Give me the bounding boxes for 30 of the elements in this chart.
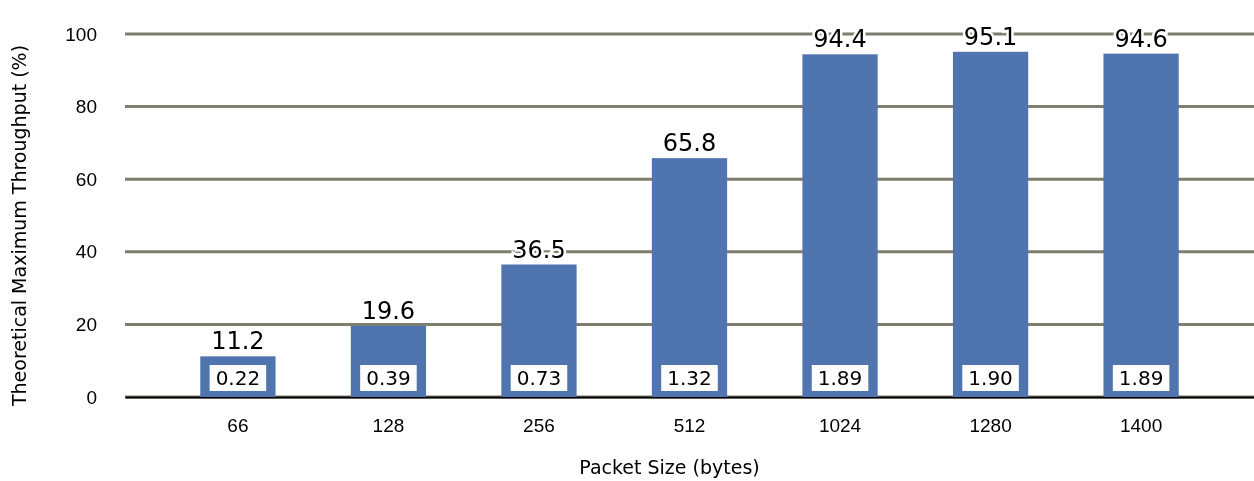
- x-axis-title: Packet Size (bytes): [579, 456, 760, 478]
- y-tick-label: 80: [75, 96, 97, 118]
- x-tick-label: 1024: [818, 415, 862, 437]
- data-label: 11.2: [211, 327, 265, 356]
- bar: [952, 51, 1029, 397]
- data-label: 19.6: [361, 296, 416, 325]
- annotation: 0.22: [215, 366, 261, 390]
- bar: [501, 264, 577, 397]
- y-tick-label: 40: [75, 241, 97, 263]
- annotation: 1.32: [667, 366, 712, 390]
- x-tick-label: 512: [673, 415, 706, 437]
- y-tick-label: 20: [75, 313, 97, 335]
- x-tick-label: 128: [372, 415, 405, 437]
- data-label: 65.8: [662, 129, 717, 158]
- annotation: 1.89: [1118, 366, 1164, 390]
- x-tick-label: 1280: [969, 415, 1012, 437]
- x-tick-label: 1400: [1119, 415, 1163, 437]
- annotation: 1.89: [817, 366, 863, 390]
- x-tick-label: 256: [523, 415, 555, 437]
- annotation: 0.73: [516, 366, 562, 390]
- annotation: 1.90: [968, 366, 1013, 390]
- bar: [802, 54, 878, 397]
- y-axis-title: Theoretical Maximum Throughput (%): [8, 44, 30, 408]
- bar: [651, 158, 728, 397]
- x-tick-label: 66: [227, 415, 249, 437]
- y-tick-label: 100: [65, 23, 97, 45]
- bar: [1103, 53, 1179, 397]
- y-tick-label: 0: [86, 386, 97, 408]
- y-tick-label: 60: [75, 168, 97, 190]
- annotation: 0.39: [366, 366, 411, 390]
